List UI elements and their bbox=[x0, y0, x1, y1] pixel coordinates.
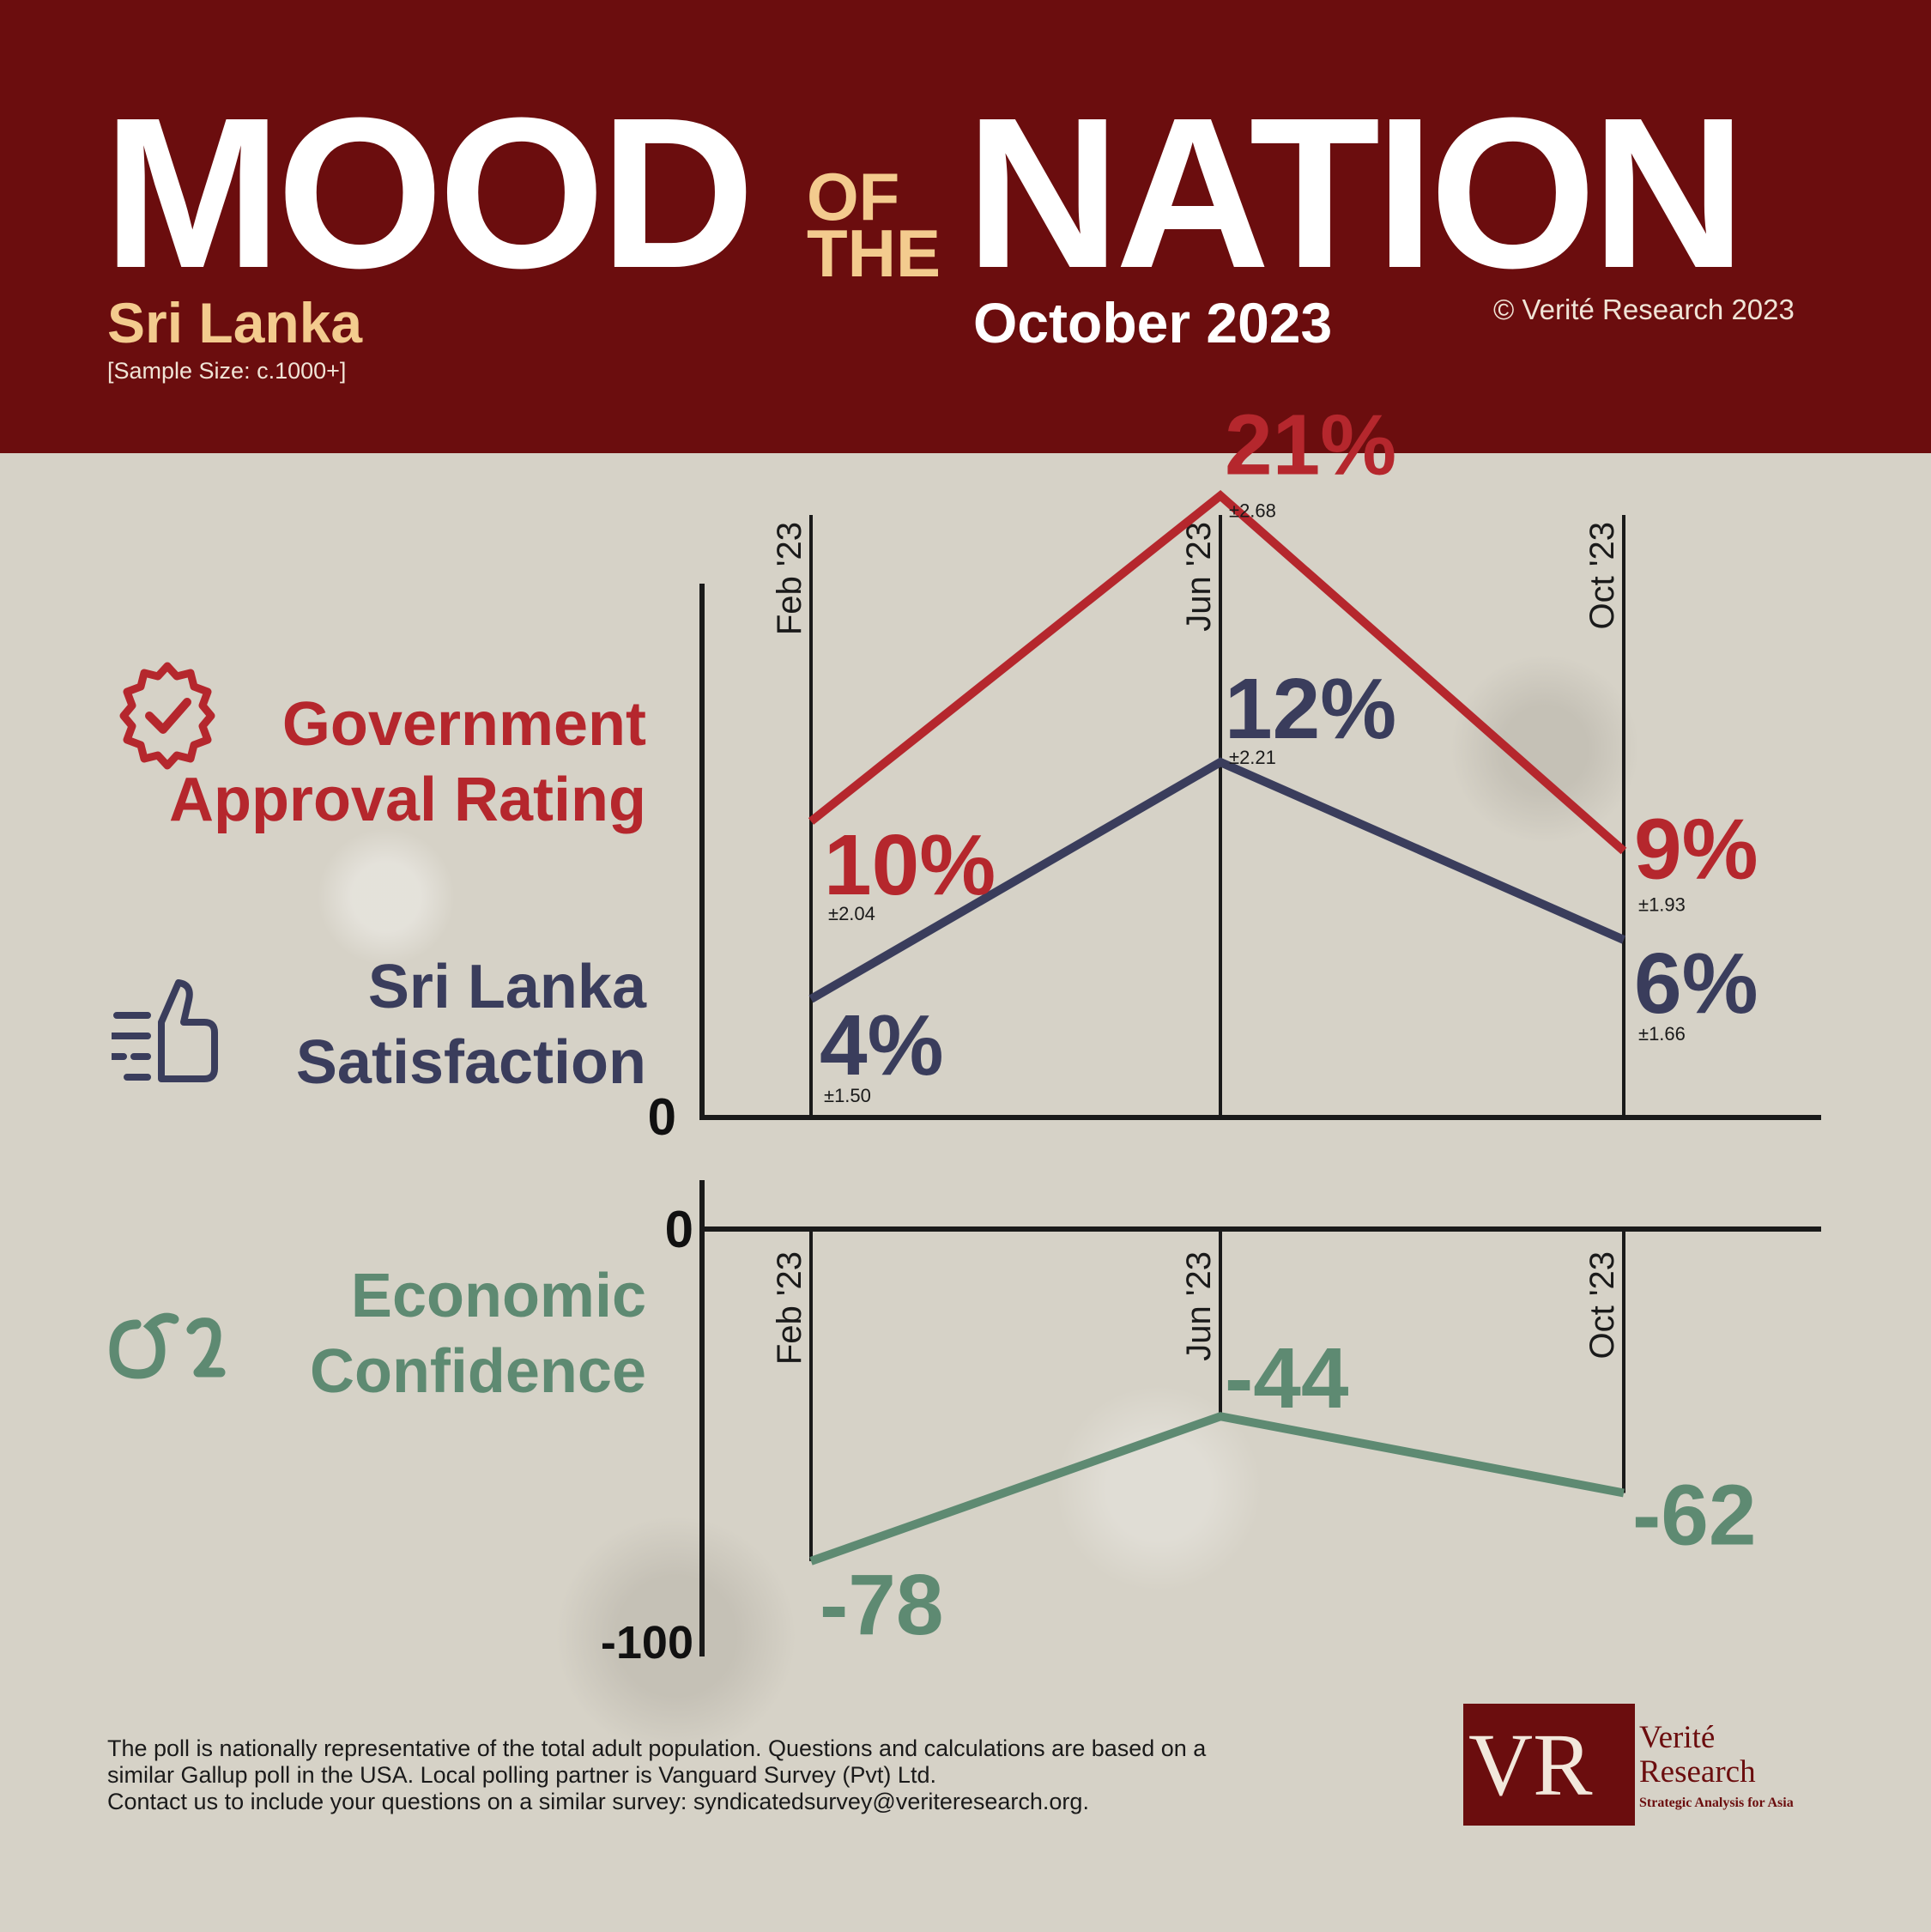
logo-mark: VR bbox=[1468, 1716, 1593, 1814]
country-label: Sri Lanka bbox=[107, 291, 363, 354]
satisfaction-label: Sri Lanka Satisfaction bbox=[296, 949, 646, 1100]
upper-category-label: Jun '23 bbox=[1180, 522, 1218, 632]
value-label: 6% bbox=[1634, 936, 1758, 1032]
error-label: ±2.21 bbox=[1229, 747, 1276, 768]
logo-name-line1: Verité bbox=[1639, 1720, 1716, 1755]
gov-approval-label: Government Approval Rating bbox=[169, 687, 646, 838]
lower-category-label: Feb '23 bbox=[771, 1251, 808, 1365]
value-label: -44 bbox=[1225, 1330, 1349, 1426]
value-label: 9% bbox=[1634, 802, 1758, 898]
sat-label-line2: Satisfaction bbox=[295, 1028, 646, 1097]
logo-name-line2: Research bbox=[1639, 1754, 1756, 1790]
title-mood: MOOD bbox=[103, 73, 755, 312]
value-label: 10% bbox=[824, 817, 996, 913]
logo-tagline: Strategic Analysis for Asia bbox=[1639, 1796, 1794, 1810]
series-line bbox=[808, 757, 1626, 1003]
lower-min-label: -100 bbox=[601, 1617, 693, 1669]
title-the: THE bbox=[807, 215, 941, 291]
upper-category-label: Oct '23 bbox=[1583, 522, 1621, 629]
gov-label-line1: Government bbox=[281, 690, 646, 759]
footer-line1: The poll is nationally representative of… bbox=[107, 1735, 1207, 1761]
value-label: 4% bbox=[820, 997, 944, 1093]
series-line bbox=[809, 1412, 1625, 1566]
eco-label-line1: Economic bbox=[350, 1262, 646, 1330]
lower-category-label: Jun '23 bbox=[1180, 1251, 1218, 1361]
thumbs-up-icon bbox=[112, 979, 218, 1082]
upper-zero-label: 0 bbox=[648, 1088, 676, 1146]
error-label: ±2.68 bbox=[1229, 500, 1276, 522]
upper-category-label: Feb '23 bbox=[771, 522, 808, 635]
sat-label-line1: Sri Lanka bbox=[367, 953, 646, 1021]
lower-category-label: Oct '23 bbox=[1583, 1251, 1621, 1359]
footer-line2: similar Gallup poll in the USA. Local po… bbox=[107, 1762, 936, 1788]
logo-mark-box bbox=[1463, 1704, 1635, 1826]
series-line bbox=[808, 489, 1627, 855]
sample-size: [Sample Size: c.1000+] bbox=[107, 358, 347, 384]
badge-check-icon bbox=[119, 662, 215, 770]
title-of: OF bbox=[807, 159, 900, 234]
error-label: ±1.50 bbox=[824, 1085, 871, 1106]
title-nation: NATION bbox=[966, 73, 1746, 312]
lower-zero-label: 0 bbox=[665, 1201, 693, 1258]
copyright: © Verité Research 2023 bbox=[1493, 294, 1795, 325]
sinhala-glyph-icon bbox=[109, 1312, 226, 1379]
economic-confidence-label: Economic Confidence bbox=[310, 1258, 646, 1409]
value-label: -62 bbox=[1632, 1468, 1757, 1564]
error-label: ±1.66 bbox=[1638, 1023, 1686, 1045]
survey-month: October 2023 bbox=[973, 291, 1333, 354]
value-label: -78 bbox=[820, 1557, 944, 1653]
error-label: ±2.04 bbox=[828, 903, 875, 924]
footer-note: The poll is nationally representative of… bbox=[107, 1735, 1206, 1815]
header-banner: MOOD OF THE NATION Sri Lanka [Sample Siz… bbox=[0, 0, 1931, 453]
value-label: 12% bbox=[1225, 661, 1396, 757]
gov-label-line2: Approval Rating bbox=[168, 766, 646, 834]
value-label: 21% bbox=[1225, 397, 1396, 494]
footer-line3: Contact us to include your questions on … bbox=[107, 1789, 1089, 1814]
eco-label-line2: Confidence bbox=[309, 1337, 646, 1406]
error-label: ±1.93 bbox=[1638, 894, 1686, 916]
